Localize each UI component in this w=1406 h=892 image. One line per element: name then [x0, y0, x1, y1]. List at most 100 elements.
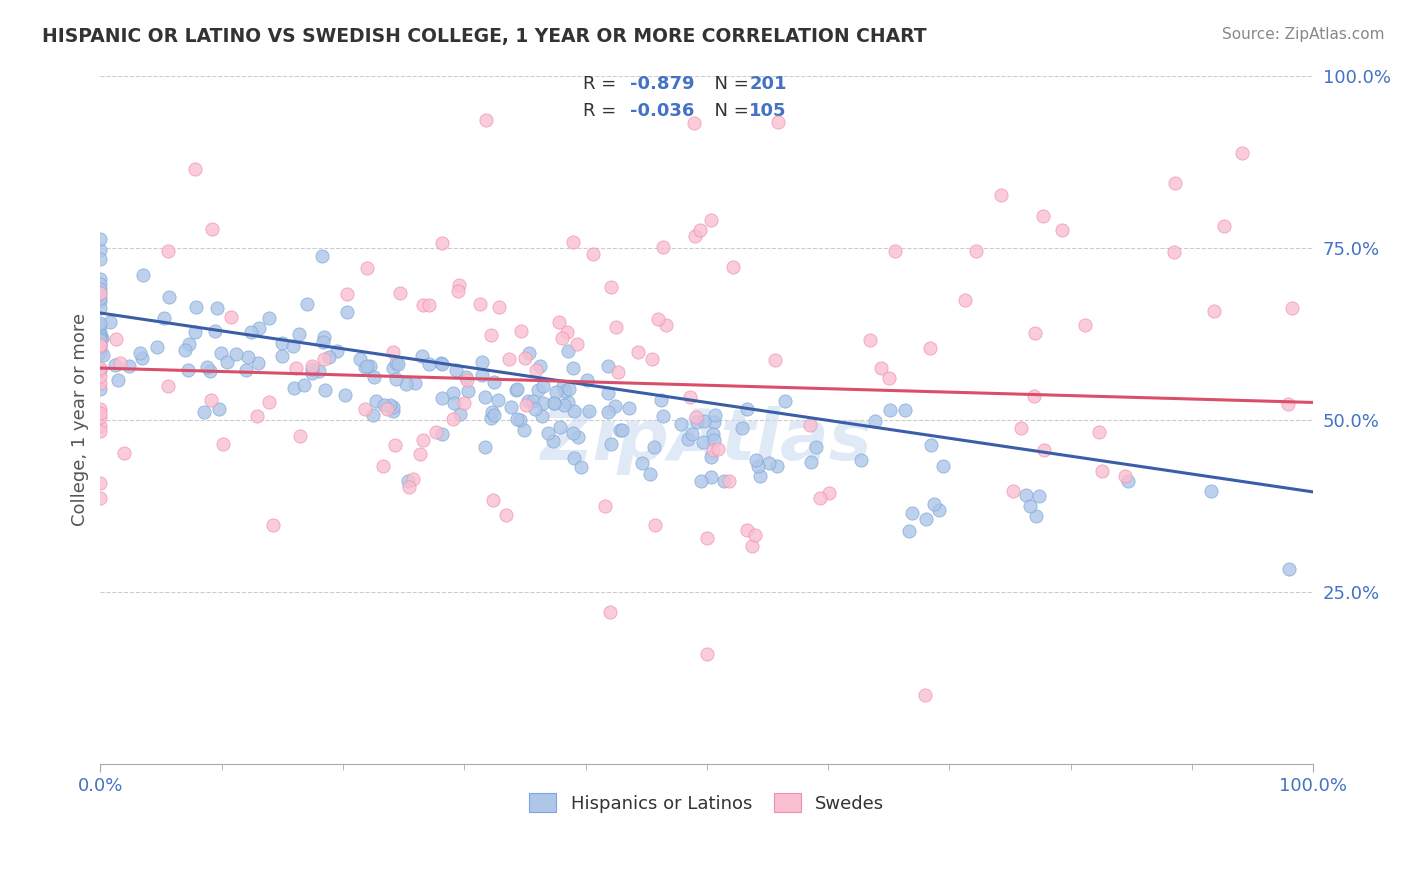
Point: [551, 379, 574, 393]
Point: [509, 412, 531, 426]
Text: R =: R =: [583, 75, 623, 93]
Point: [758, 456, 780, 470]
Point: [89, 409, 111, 424]
Point: [543, 395, 565, 409]
Point: [499, 401, 522, 415]
Point: [432, 426, 454, 441]
Point: [717, 474, 740, 488]
Point: [731, 421, 754, 435]
Text: R =: R =: [583, 102, 623, 120]
Point: [89, 293, 111, 308]
Point: [89, 316, 111, 330]
Point: [89, 244, 111, 258]
Point: [1019, 499, 1042, 513]
Point: [1199, 484, 1222, 499]
Point: [402, 472, 425, 486]
Point: [965, 244, 987, 258]
Point: [897, 524, 920, 538]
Point: [612, 423, 634, 437]
Point: [513, 351, 536, 365]
Point: [1074, 318, 1097, 332]
Point: [198, 364, 221, 378]
Point: [281, 339, 304, 353]
Point: [1091, 464, 1114, 478]
Point: [808, 491, 831, 506]
Point: [183, 326, 205, 340]
Text: N =: N =: [703, 75, 755, 93]
Point: [703, 415, 725, 429]
Point: [157, 290, 180, 304]
Point: [1213, 219, 1236, 234]
Point: [1202, 304, 1225, 318]
Point: [363, 370, 385, 384]
Point: [382, 403, 405, 417]
Point: [513, 423, 536, 437]
Point: [603, 399, 626, 413]
Point: [89, 285, 111, 300]
Point: [336, 287, 359, 301]
Point: [859, 333, 882, 347]
Point: [1025, 508, 1047, 523]
Point: [314, 351, 336, 366]
Point: [184, 162, 207, 177]
Point: [1024, 326, 1046, 341]
Point: [288, 326, 311, 341]
Point: [197, 359, 219, 374]
Text: -0.879: -0.879: [630, 75, 695, 93]
Point: [153, 311, 176, 326]
Point: [91, 348, 114, 362]
Point: [89, 252, 111, 266]
Text: Source: ZipAtlas.com: Source: ZipAtlas.com: [1222, 27, 1385, 42]
Point: [516, 394, 538, 409]
Point: [669, 417, 692, 432]
Point: [555, 325, 578, 339]
Point: [578, 404, 600, 418]
Point: [531, 378, 554, 392]
Point: [745, 453, 768, 467]
Point: [702, 427, 724, 442]
Point: [1028, 489, 1050, 503]
Point: [479, 411, 502, 425]
Point: [262, 517, 284, 532]
Point: [558, 382, 581, 396]
Point: [89, 272, 111, 286]
Point: [89, 401, 111, 416]
Point: [257, 395, 280, 409]
Point: [89, 491, 111, 506]
Point: [89, 376, 111, 391]
Point: [1032, 209, 1054, 223]
Point: [679, 390, 702, 404]
Point: [89, 286, 111, 301]
Point: [865, 414, 887, 428]
Point: [922, 497, 945, 511]
Point: [548, 420, 571, 434]
Point: [607, 365, 630, 379]
Point: [626, 345, 648, 359]
Point: [475, 113, 498, 128]
Point: [644, 517, 666, 532]
Point: [412, 298, 434, 312]
Point: [1278, 561, 1301, 575]
Point: [482, 409, 505, 423]
Point: [1281, 301, 1303, 315]
Point: [441, 412, 464, 426]
Point: [1002, 483, 1025, 498]
Point: [522, 393, 544, 408]
Point: [561, 425, 583, 440]
Point: [89, 277, 111, 291]
Point: [443, 396, 465, 410]
Point: [744, 528, 766, 542]
Point: [529, 359, 551, 373]
Point: [301, 366, 323, 380]
Point: [353, 402, 375, 417]
Point: [541, 434, 564, 449]
Point: [870, 361, 893, 376]
Point: [682, 116, 704, 130]
Point: [693, 414, 716, 428]
Point: [596, 385, 619, 400]
Point: [481, 405, 503, 419]
Point: [700, 213, 723, 227]
Point: [768, 115, 790, 129]
Text: HISPANIC OR LATINO VS SWEDISH COLLEGE, 1 YEAR OR MORE CORRELATION CHART: HISPANIC OR LATINO VS SWEDISH COLLEGE, 1…: [42, 27, 927, 45]
Point: [200, 392, 222, 407]
